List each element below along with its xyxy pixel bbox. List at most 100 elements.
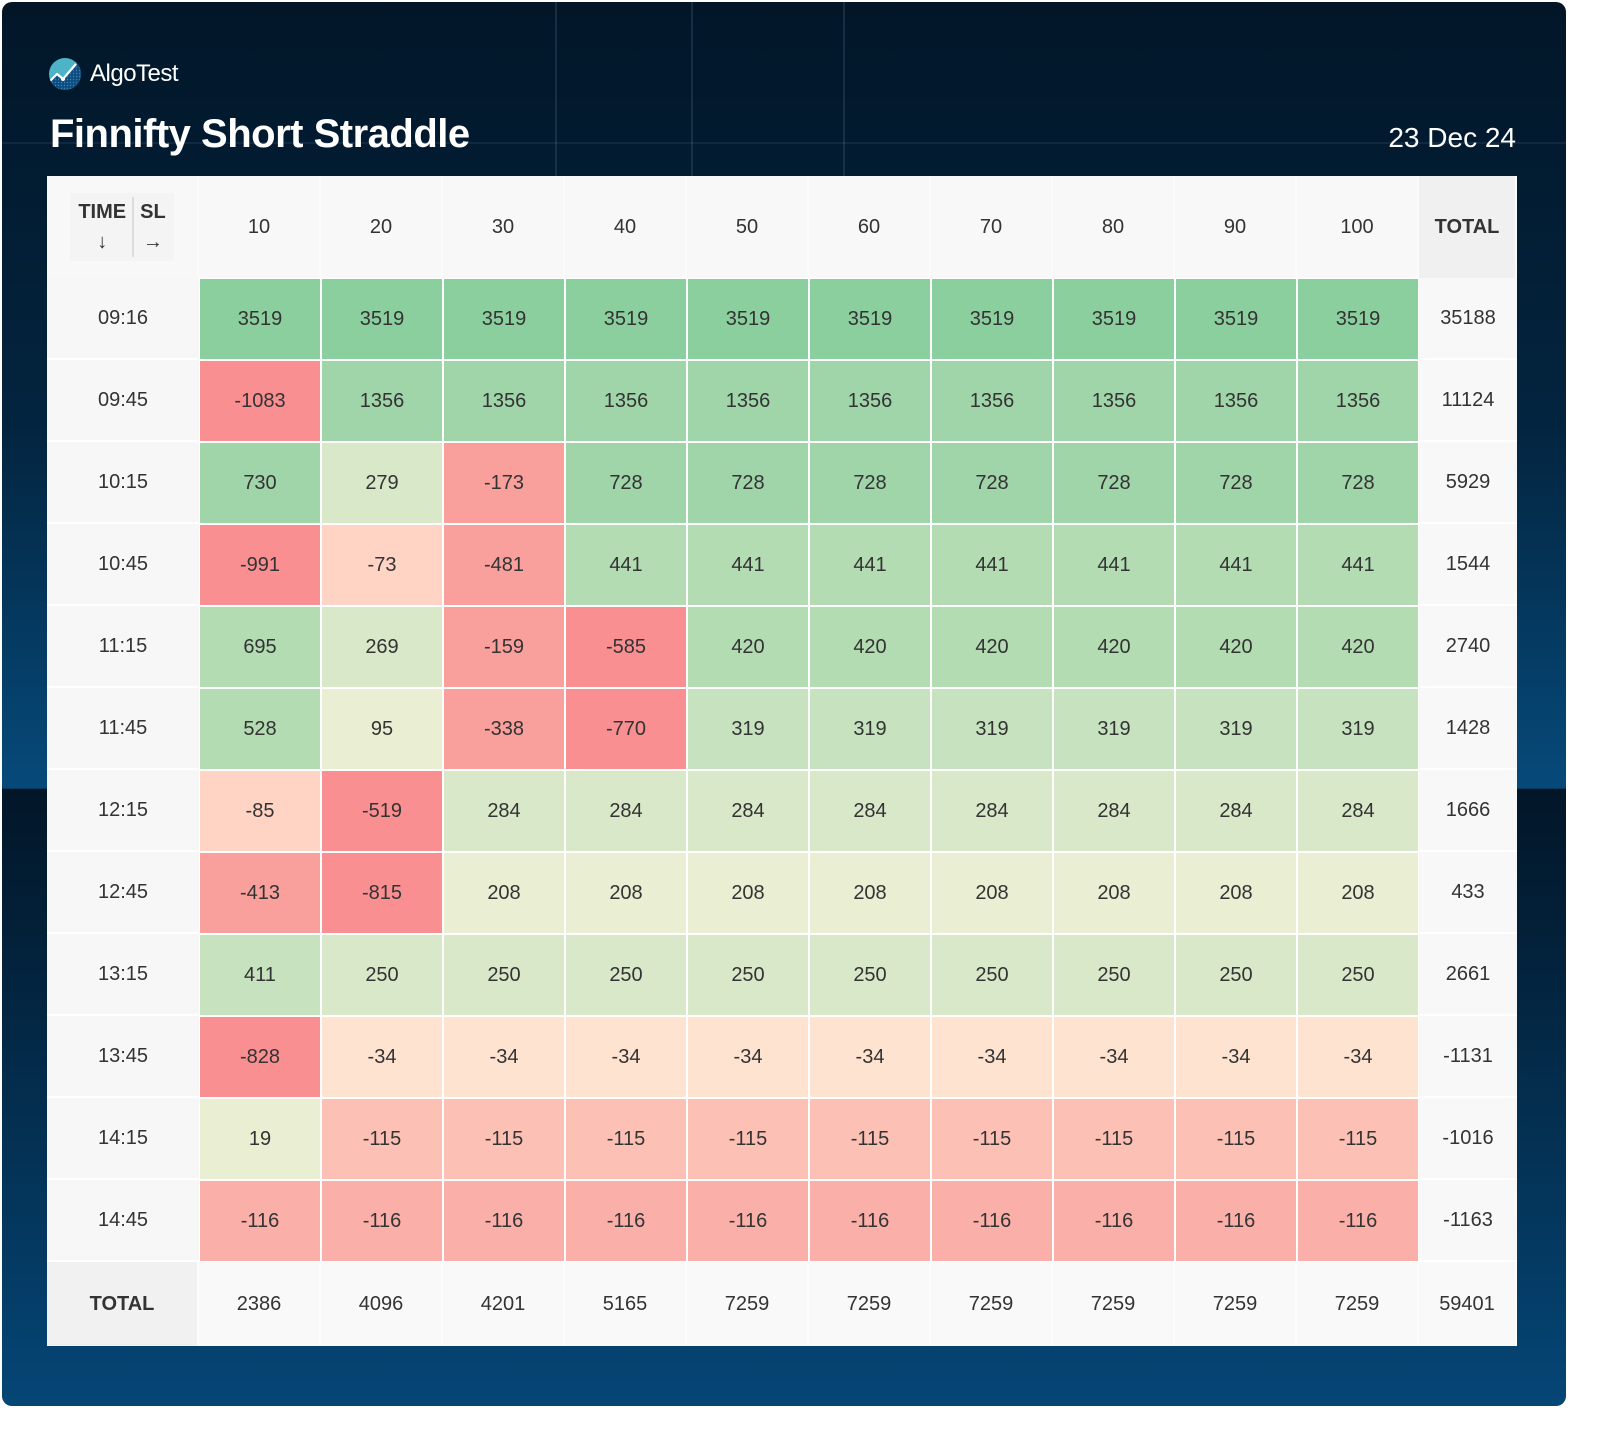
heatmap-cell: 208 (1053, 852, 1175, 934)
heatmap-cell: 1356 (1297, 360, 1419, 442)
heatmap-cell: -34 (321, 1016, 443, 1098)
row-time-label: 13:45 (47, 1016, 199, 1098)
background-gridline (555, 2, 557, 180)
heatmap-cell: -159 (443, 606, 565, 688)
heatmap-cell: -34 (931, 1016, 1053, 1098)
heatmap-cell: -73 (321, 524, 443, 606)
column-header-sl: 50 (687, 176, 809, 278)
heatmap-cell: 728 (1053, 442, 1175, 524)
heatmap-cell: 319 (1053, 688, 1175, 770)
heatmap-cell: 420 (931, 606, 1053, 688)
heatmap-cell: 284 (687, 770, 809, 852)
heatmap-cell: -116 (1297, 1180, 1419, 1262)
table-row: 12:15 -85 -519 284 284 284 284 284 284 284 284 1666 (47, 770, 1517, 852)
column-total: 7259 (1297, 1262, 1419, 1346)
heatmap-cell: -116 (321, 1180, 443, 1262)
heatmap-cell: 250 (1053, 934, 1175, 1016)
row-total: 433 (1419, 852, 1517, 934)
column-total: 2386 (199, 1262, 321, 1346)
heatmap-cell: -116 (1053, 1180, 1175, 1262)
heatmap-cell: 3519 (443, 278, 565, 360)
column-total: 4096 (321, 1262, 443, 1346)
column-header-sl: 100 (1297, 176, 1419, 278)
row-time-label: 09:45 (47, 360, 199, 442)
column-total: 7259 (1175, 1262, 1297, 1346)
heatmap-cell: -115 (1053, 1098, 1175, 1180)
heatmap-cell: -34 (687, 1016, 809, 1098)
column-total: 5165 (565, 1262, 687, 1346)
heatmap-cell: 728 (1297, 442, 1419, 524)
heatmap-cell: 250 (1297, 934, 1419, 1016)
column-header-sl: 70 (931, 176, 1053, 278)
heatmap-cell: 441 (931, 524, 1053, 606)
heatmap-cell: 1356 (565, 360, 687, 442)
arrow-down-icon: ↓ (97, 231, 108, 253)
header-row: TIME ↓ SL → 10 20 30 40 50 60 70 80 90 100 TOTAL (47, 176, 1517, 278)
row-total: 1666 (1419, 770, 1517, 852)
heatmap-cell: 208 (931, 852, 1053, 934)
heatmap-cell: -116 (809, 1180, 931, 1262)
heatmap-cell: 420 (687, 606, 809, 688)
heatmap-cell: -770 (565, 688, 687, 770)
heatmap-cell: 3519 (1053, 278, 1175, 360)
heatmap-cell: 95 (321, 688, 443, 770)
heatmap-cell: 208 (1297, 852, 1419, 934)
heatmap-cell: -481 (443, 524, 565, 606)
heatmap-cell: 528 (199, 688, 321, 770)
heatmap-cell: -34 (443, 1016, 565, 1098)
row-time-label: 09:16 (47, 278, 199, 360)
row-time-label: 11:45 (47, 688, 199, 770)
heatmap-cell: 3519 (199, 278, 321, 360)
column-header-sl: 10 (199, 176, 321, 278)
heatmap-cell: -34 (1297, 1016, 1419, 1098)
brand: AlgoTest (48, 57, 179, 91)
heatmap-cell: -115 (687, 1098, 809, 1180)
table-row: 11:45 528 95 -338 -770 319 319 319 319 319 319 1428 (47, 688, 1517, 770)
grand-total: 59401 (1419, 1262, 1517, 1346)
heatmap-cell: 3519 (321, 278, 443, 360)
row-time-label: 13:15 (47, 934, 199, 1016)
page-title: Finnifty Short Straddle (50, 112, 470, 156)
heatmap-cell: 728 (687, 442, 809, 524)
heatmap-cell: 3519 (931, 278, 1053, 360)
table-row: 13:45 -828 -34 -34 -34 -34 -34 -34 -34 -34 -34 -113… (47, 1016, 1517, 1098)
heatmap-cell: 208 (1175, 852, 1297, 934)
column-total: 7259 (809, 1262, 931, 1346)
heatmap-cell: 284 (809, 770, 931, 852)
heatmap-cell: 208 (809, 852, 931, 934)
heatmap-cell: -116 (199, 1180, 321, 1262)
sl-label: SL (140, 201, 166, 223)
table-row: 11:15 695 269 -159 -585 420 420 420 420 420 420 274… (47, 606, 1517, 688)
arrow-right-icon: → (142, 231, 163, 253)
heatmap-cell: 420 (1175, 606, 1297, 688)
heatmap-cell: 730 (199, 442, 321, 524)
heatmap-cell: 284 (565, 770, 687, 852)
column-header-sl: 30 (443, 176, 565, 278)
row-total: -1163 (1419, 1180, 1517, 1262)
heatmap-cell: 319 (1297, 688, 1419, 770)
column-header-sl: 80 (1053, 176, 1175, 278)
column-total: 7259 (931, 1262, 1053, 1346)
heatmap-cell: -115 (1175, 1098, 1297, 1180)
heatmap-cell: 728 (809, 442, 931, 524)
heatmap-cell: 411 (199, 934, 321, 1016)
heatmap-cell: 3519 (565, 278, 687, 360)
heatmap-cell: 1356 (687, 360, 809, 442)
row-time-label: 14:15 (47, 1098, 199, 1180)
heatmap-cell: -1083 (199, 360, 321, 442)
heatmap-cell: 420 (1297, 606, 1419, 688)
heatmap-cell: -115 (565, 1098, 687, 1180)
heatmap-cell: -34 (809, 1016, 931, 1098)
heatmap-cell: -173 (443, 442, 565, 524)
heatmap-cell: -115 (1297, 1098, 1419, 1180)
table-row: 10:45 -991 -73 -481 441 441 441 441 441 441 441 154… (47, 524, 1517, 606)
heatmap-cell: -815 (321, 852, 443, 934)
heatmap-cell: 319 (687, 688, 809, 770)
heatmap-cell: -115 (931, 1098, 1053, 1180)
heatmap-cell: 441 (809, 524, 931, 606)
heatmap-cell: 1356 (321, 360, 443, 442)
heatmap-cell: 1356 (443, 360, 565, 442)
heatmap-cell: -116 (687, 1180, 809, 1262)
heatmap-cell: -115 (809, 1098, 931, 1180)
column-header-sl: 90 (1175, 176, 1297, 278)
